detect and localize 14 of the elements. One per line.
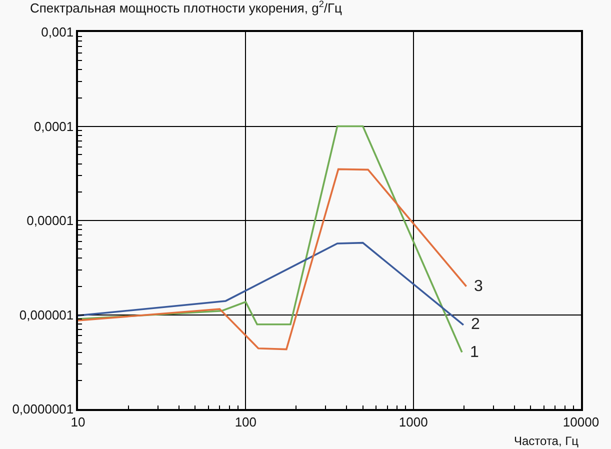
x-tick-label: 10 [70,414,86,430]
y-tick-label: 0,000001 [19,307,74,322]
x-tick-label: 1000 [398,414,428,430]
series-label: 2 [471,316,480,333]
series-label: 3 [474,278,483,295]
y-tick-label: 0,001 [41,24,74,40]
x-axis-title: Частота, Гц [514,434,579,448]
y-axis-title: Спектральная мощность плотности укорения, g$^{2}$/Гц [30,0,343,16]
y-tick-label: 0,0000001 [12,402,74,417]
y-tick-label: 0,00001 [26,213,74,228]
y-tick-label: 0,0001 [34,118,74,134]
x-tick-label: 100 [234,414,257,430]
x-tick-label: 10000 [562,414,600,430]
series-label: 1 [470,344,479,361]
